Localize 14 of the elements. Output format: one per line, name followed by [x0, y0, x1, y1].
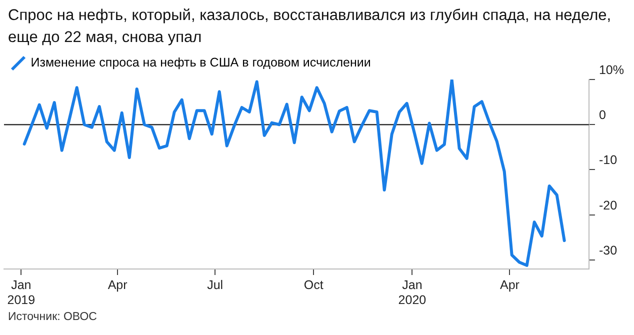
y-tick-label: 0 [598, 108, 606, 122]
y-tick-label: -10 [598, 153, 618, 168]
text: Источник: ОВОС [7, 311, 98, 323]
x-tick-label: Jul [207, 278, 224, 292]
legend-label: Изменение спроса на нефть в США в годовом исчислении [30, 56, 371, 70]
y-tick-label: -20 [598, 198, 618, 212]
x-tick-label: Oct [304, 278, 324, 292]
x-tick-label: Jan 2020 [398, 278, 426, 307]
x-tick-label: Jan 2019 [7, 278, 36, 307]
y-tick-label: -30 [598, 243, 618, 258]
chart-title: Спрос на нефть, который, казалось, восстанавливался из глубин спада, на неделе, еще до 22 мая, снова упал [7, 6, 612, 48]
x-tick-label: Apr [500, 278, 520, 292]
y-tick-label: 10% [598, 62, 624, 77]
x-tick-label: Apr [108, 278, 128, 292]
